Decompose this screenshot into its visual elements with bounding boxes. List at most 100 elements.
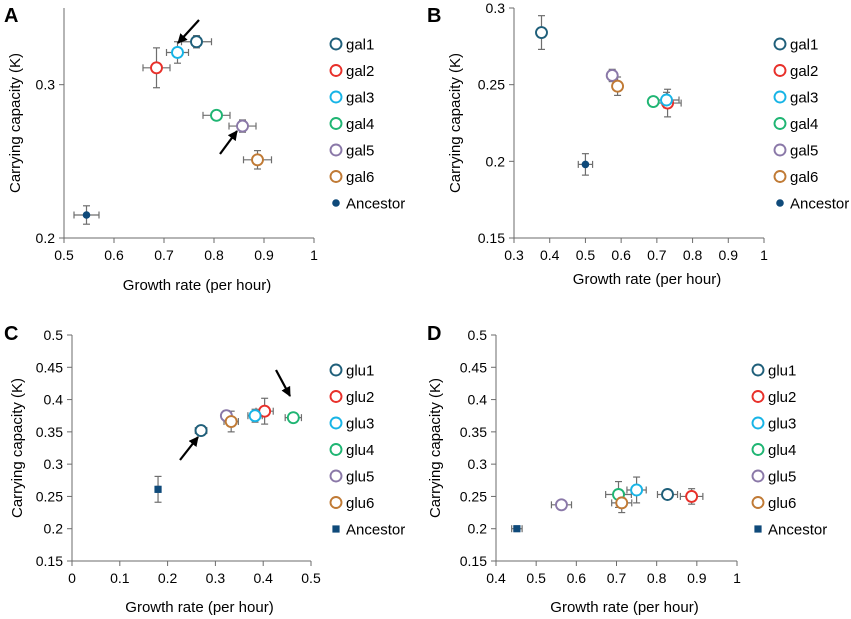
- y-axis-title: Carrying capacity (K): [9, 378, 26, 518]
- x-tick-label: 0.6: [104, 247, 124, 263]
- y-tick-label: 0.3: [486, 0, 506, 16]
- data-point-ancestor: [581, 160, 590, 169]
- data-point-glu6: [224, 415, 238, 428]
- legend-label-ancestor: Ancestor: [768, 522, 827, 539]
- y-axis-title: Carrying capacity (K): [7, 53, 24, 193]
- data-point-ancestor: [82, 211, 91, 219]
- data-point-gal4: [646, 95, 660, 108]
- legend-marker-ancestor: [332, 525, 340, 533]
- data-point-ancestor: [513, 525, 521, 533]
- legend-marker-ancestor: [754, 525, 762, 533]
- y-tick-label: 0.4: [44, 392, 64, 408]
- x-tick-label: 0.5: [301, 570, 321, 586]
- legend-marker-glu3: [751, 416, 765, 430]
- legend-label-gal4: gal4: [346, 116, 374, 133]
- x-tick-label: 0: [68, 570, 76, 586]
- chart-panel-c: 0 0.1 0.2 0.3 0.4 0.5 0.15 0.2 0.25 0.3 0.35 0.4 0.4…: [9, 327, 405, 616]
- x-tick-label: 0.5: [54, 247, 74, 263]
- panel-letter-a: A: [4, 5, 18, 27]
- data-point-gal1: [190, 35, 203, 49]
- x-tick-label: 0.3: [206, 570, 226, 586]
- legend-marker-gal1: [329, 37, 343, 51]
- legend-label-gal2: gal2: [790, 63, 818, 80]
- data-point-glu1: [194, 424, 208, 438]
- y-tick-label: 0.15: [460, 553, 487, 569]
- x-tick-label: 0.5: [576, 247, 596, 263]
- legend-label-glu4: glu4: [346, 442, 374, 459]
- x-axis-title: Growth rate (per hour): [125, 599, 273, 616]
- legend: glu1 glu2 glu3 glu4 glu5 glu6 Ancestor: [751, 363, 827, 539]
- y-tick-label: 0.35: [460, 424, 487, 440]
- legend-marker-gal3: [329, 90, 343, 104]
- data-point-glu6: [615, 496, 629, 510]
- x-tick-label: 0.3: [504, 247, 524, 263]
- legend-marker-gal6: [773, 170, 787, 183]
- legend-marker-gal6: [329, 170, 343, 183]
- data-point-gal4: [210, 108, 223, 122]
- x-tick-label: 0.7: [607, 570, 627, 586]
- x-tick-label: 0.7: [154, 247, 174, 263]
- y-tick-label: 0.5: [44, 327, 64, 343]
- x-tick-label: 0.8: [647, 570, 667, 586]
- x-tick-label: 0.5: [526, 570, 546, 586]
- y-tick-label: 0.2: [486, 153, 506, 169]
- legend-marker-gal4: [329, 117, 343, 130]
- legend-label-ancestor: Ancestor: [790, 196, 849, 213]
- legend-marker-gal5: [773, 143, 787, 157]
- legend-marker-gal3: [773, 90, 787, 104]
- data-point-gal6: [251, 153, 264, 167]
- x-tick-label: 1: [760, 247, 768, 263]
- legend-label-ancestor: Ancestor: [346, 196, 405, 213]
- annotation-arrow: [219, 130, 238, 155]
- legend-marker-ancestor: [332, 199, 340, 207]
- y-tick-label: 0.3: [36, 77, 56, 93]
- data-point-gal1: [535, 26, 548, 39]
- data-point-glu2: [685, 489, 699, 503]
- legend-label-ancestor: Ancestor: [346, 522, 405, 539]
- legend-marker-glu4: [751, 443, 765, 456]
- legend-label-gal5: gal5: [790, 143, 818, 160]
- legend: gal1 gal2 gal3 gal4 gal5 gal6 Ancestor: [329, 37, 405, 213]
- y-tick-label: 0.2: [44, 521, 64, 537]
- y-tick-label: 0.3: [44, 456, 64, 472]
- legend-label-glu6: glu6: [346, 495, 374, 512]
- x-tick-label: 0.6: [567, 570, 587, 586]
- data-point-gal5: [236, 119, 249, 133]
- legend-label-gal6: gal6: [790, 169, 818, 186]
- x-tick-label: 1: [733, 570, 741, 586]
- x-tick-label: 0.9: [254, 247, 274, 263]
- legend-label-glu1: glu1: [346, 363, 374, 380]
- legend-label-glu5: glu5: [346, 469, 374, 486]
- y-tick-label: 0.25: [478, 77, 505, 93]
- x-axis-title: Growth rate (per hour): [573, 271, 721, 288]
- y-tick-label: 0.15: [36, 553, 63, 569]
- x-tick-label: 0.6: [611, 247, 631, 263]
- y-tick-label: 0.4: [468, 392, 488, 408]
- panel-letter-c: C: [4, 323, 18, 345]
- y-axis-title: Carrying capacity (K): [427, 378, 444, 518]
- data-point-gal6: [611, 79, 625, 93]
- annotation-arrow: [177, 19, 200, 44]
- x-tick-label: 1: [310, 247, 318, 263]
- legend: gal1 gal2 gal3 gal4 gal5 gal6 Ancestor: [773, 37, 849, 213]
- y-tick-label: 0.25: [460, 488, 487, 504]
- legend-label-glu2: glu2: [346, 389, 374, 406]
- data-point-gal3: [660, 93, 673, 107]
- legend-label-glu4: glu4: [768, 442, 796, 459]
- legend-label-gal2: gal2: [346, 63, 374, 80]
- legend-marker-glu5: [751, 469, 765, 483]
- legend-marker-ancestor: [776, 199, 784, 207]
- y-tick-label: 0.15: [478, 230, 505, 246]
- y-tick-label: 0.25: [36, 488, 63, 504]
- chart-panel-b: 0.3 0.4 0.5 0.6 0.7 0.8 0.9 1 0.15 0.2 0.25 0.3 Grow…: [447, 0, 849, 288]
- x-tick-label: 0.8: [683, 247, 703, 263]
- x-axis-title: Growth rate (per hour): [123, 277, 271, 294]
- x-tick-label: 0.4: [486, 570, 506, 586]
- x-tick-label: 0.2: [158, 570, 178, 586]
- x-tick-label: 0.4: [540, 247, 560, 263]
- legend-marker-glu1: [751, 363, 765, 377]
- legend-label-glu2: glu2: [768, 389, 796, 406]
- legend-marker-gal2: [329, 64, 343, 77]
- x-tick-label: 0.9: [719, 247, 739, 263]
